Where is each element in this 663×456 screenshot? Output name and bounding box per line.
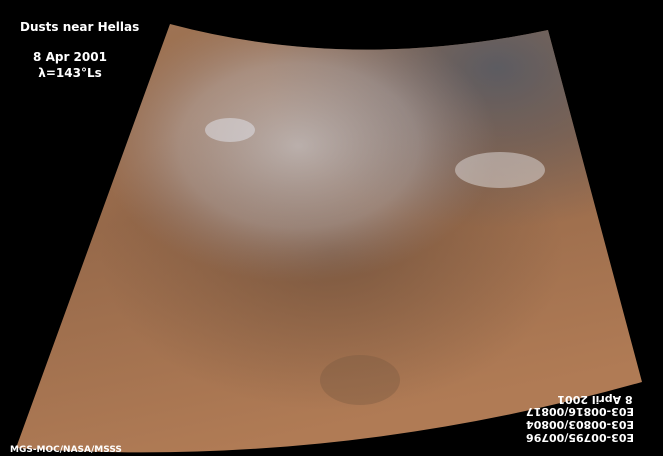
credit: MGS-MOC/NASA/MSSS: [10, 445, 122, 455]
title: Dusts near Hellas: [20, 20, 139, 34]
season: λ=143°Ls: [38, 66, 102, 80]
frame-label: E03-00795/00796: [526, 431, 634, 444]
frame-label: E03-00816/00817: [526, 405, 634, 418]
frame-label: 8 April 2001: [557, 393, 632, 406]
caption: Dusts near Hellas 8 Apr 2001 λ=143°Ls MG…: [10, 20, 139, 455]
date: 8 Apr 2001: [33, 50, 107, 64]
frame-labels: 8 April 2001 E03-00816/00817 E03-00803/0…: [526, 393, 634, 444]
frame-label: E03-00803/00804: [526, 418, 634, 431]
